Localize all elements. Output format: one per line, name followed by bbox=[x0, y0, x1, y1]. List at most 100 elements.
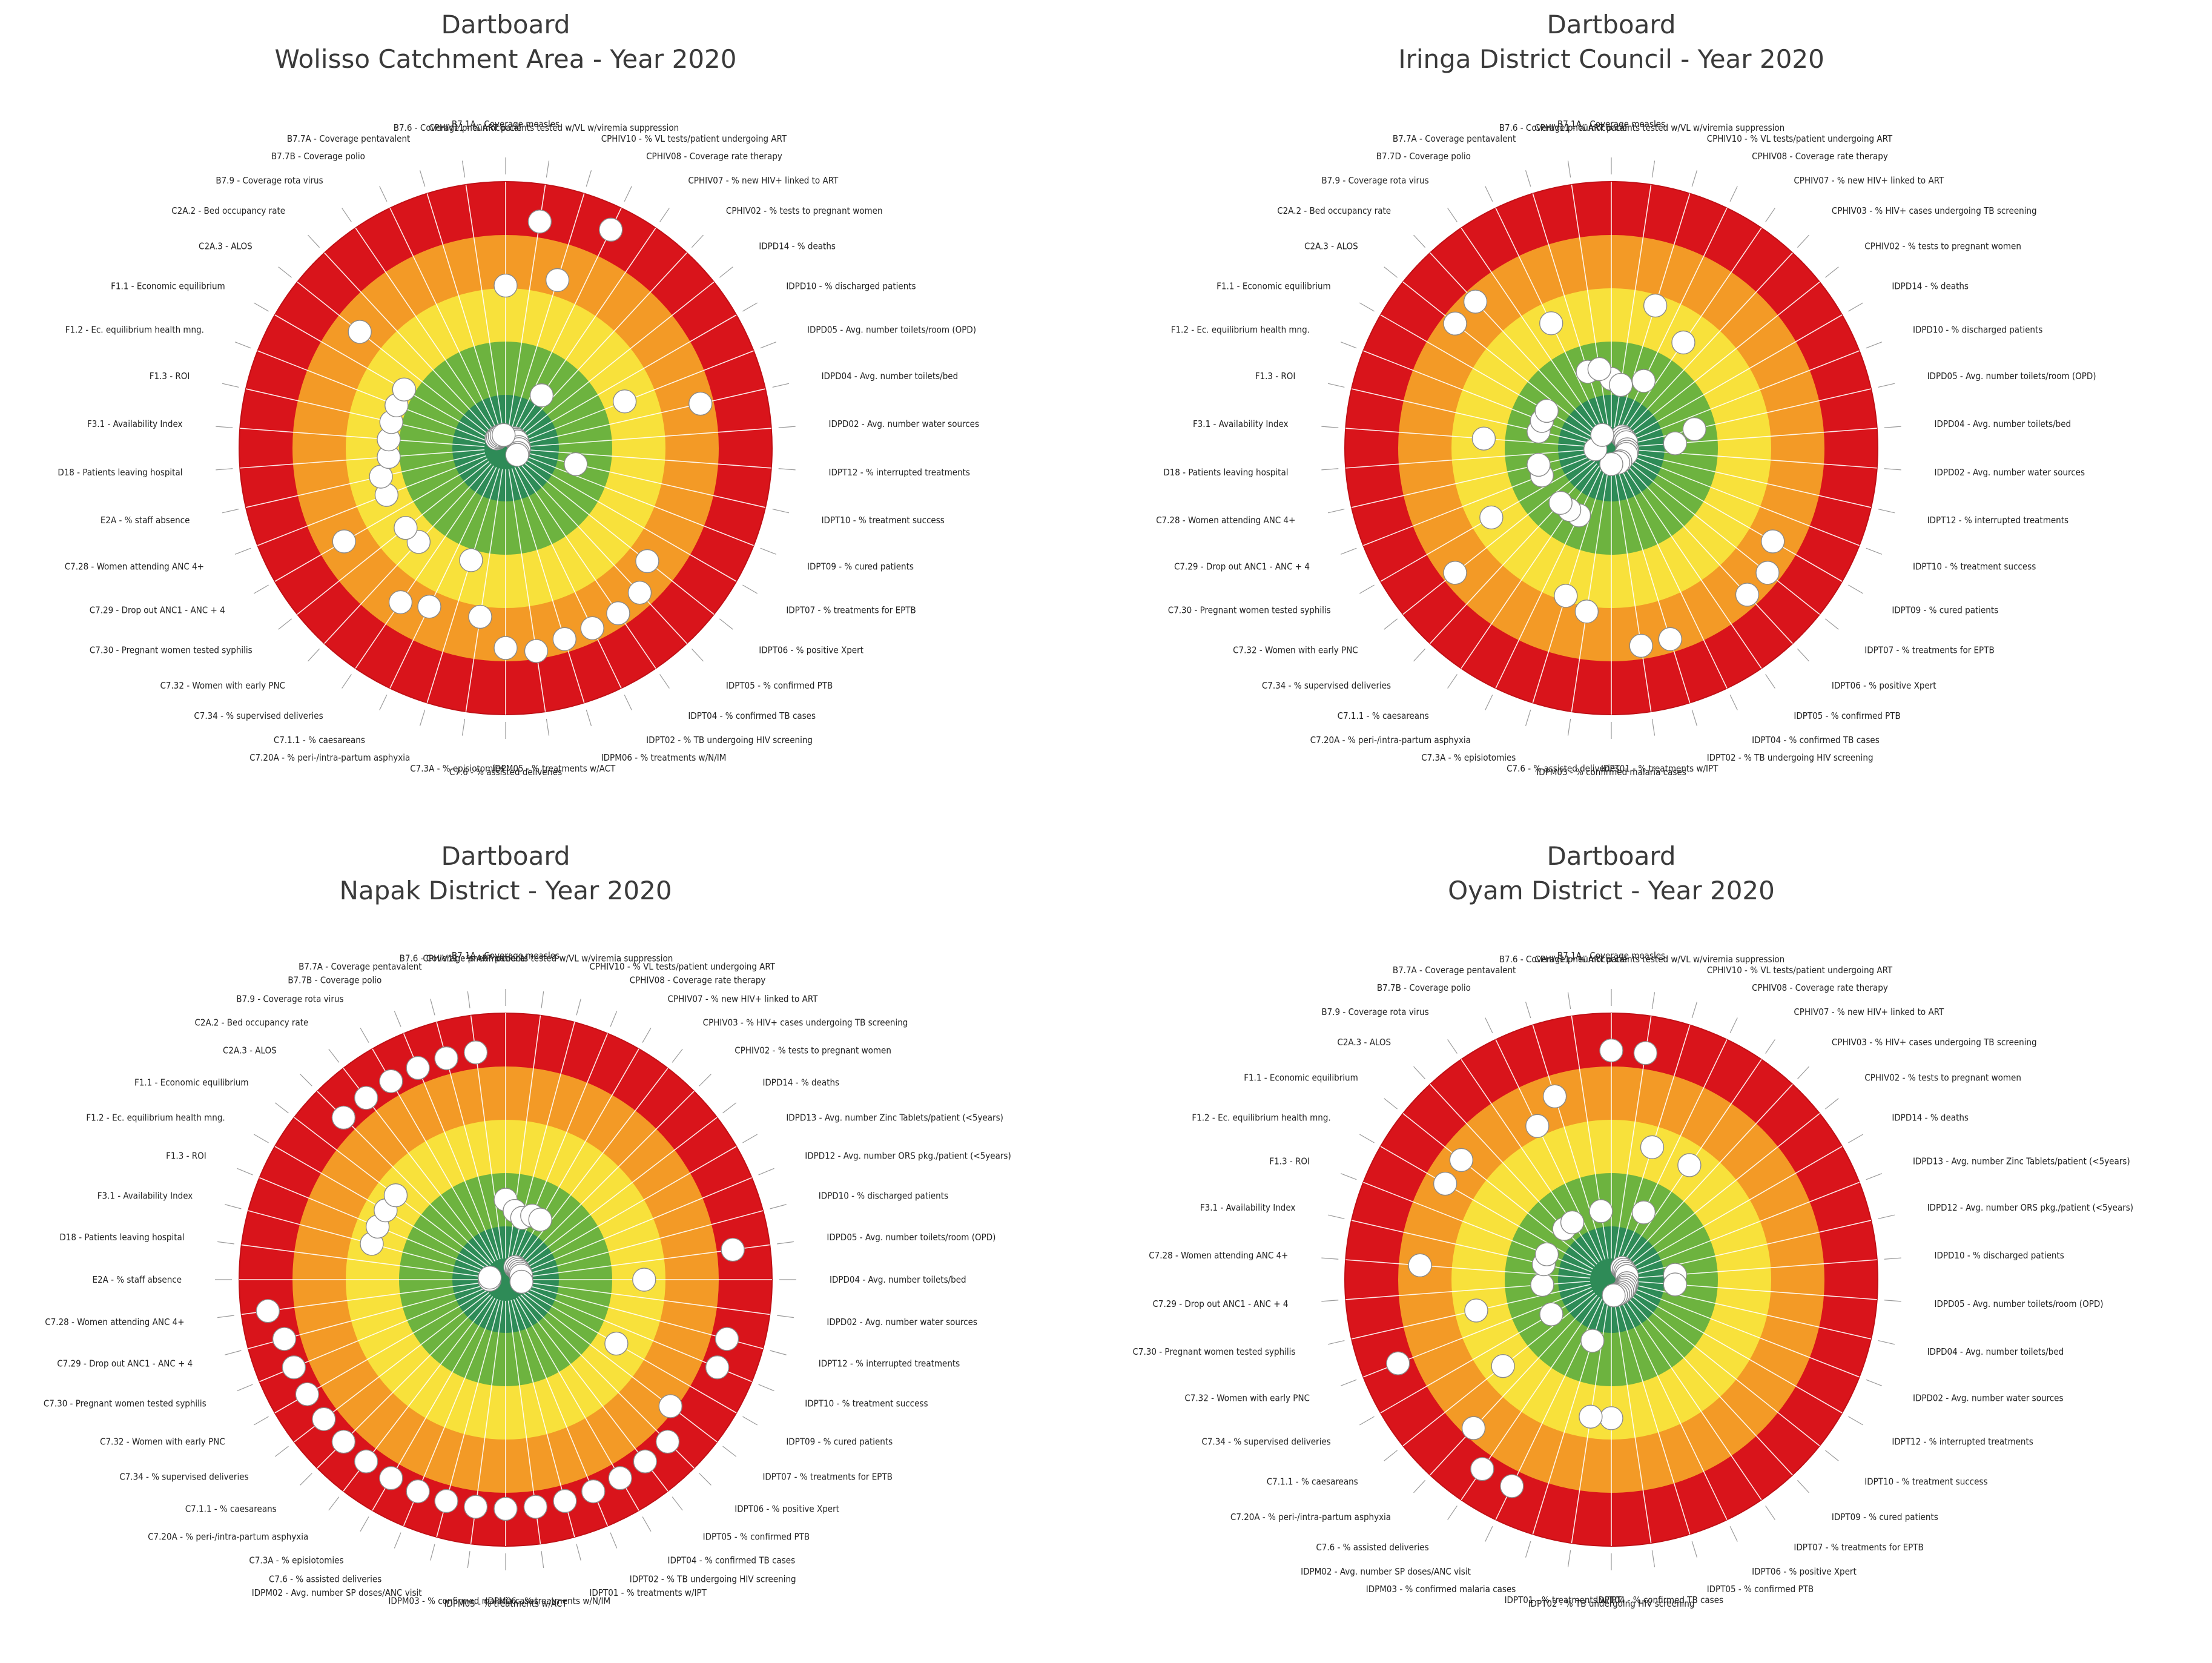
leader-line bbox=[1321, 468, 1339, 471]
indicator-marker bbox=[1470, 1456, 1494, 1481]
indicator-label: B7.6 - Coverage pneumococcal bbox=[1499, 954, 1627, 965]
indicator-label: CPHIV10 - % VL tests/patient undergoing … bbox=[1707, 133, 1893, 144]
chart-title: Dartboard bbox=[1547, 10, 1676, 39]
spoke-line bbox=[517, 465, 656, 669]
indicator-marker bbox=[272, 1327, 297, 1351]
spoke-line bbox=[245, 452, 486, 508]
ring-group bbox=[239, 181, 773, 715]
spoke-line bbox=[522, 1117, 718, 1268]
indicator-label: C7.6 - % assisted deliveries bbox=[1316, 1542, 1428, 1553]
indicator-marker bbox=[509, 1269, 533, 1294]
indicator-label: IDPT04 - % confirmed TB cases bbox=[1752, 735, 1880, 746]
indicator-label: IDPT02 - % TB undergoing HIV screening bbox=[1528, 1598, 1695, 1609]
spoke-line bbox=[1629, 1146, 1843, 1270]
leader-line bbox=[1825, 266, 1839, 278]
indicator-label: C7.29 - Drop out ANC1 - ANC + 4 bbox=[57, 1358, 193, 1369]
leader-line bbox=[624, 186, 632, 202]
indicator-label: IDPD02 - Avg. number water sources bbox=[827, 1317, 977, 1327]
spoke-line bbox=[297, 282, 490, 435]
indicator-label: F1.1 - Economic equilibrium bbox=[111, 281, 225, 292]
spoke-line bbox=[355, 228, 494, 431]
indicator-marker bbox=[434, 1489, 458, 1513]
leader-line bbox=[760, 547, 777, 555]
ring-5 bbox=[1558, 395, 1665, 501]
indicator-marker bbox=[494, 636, 518, 660]
indicator-label: IDPM06 - % treatments w/N/IM bbox=[485, 1595, 610, 1606]
leader-line bbox=[1797, 1480, 1809, 1493]
indicator-label: IDPM02 - Avg. number SP doses/ANC visit bbox=[252, 1587, 422, 1598]
leader-line bbox=[777, 1241, 794, 1245]
indicator-label: IDPD04 - Avg. number toilets/bed bbox=[1927, 1346, 2064, 1357]
indicator-label: C7.30 - Pregnant women tested syphilis bbox=[1168, 605, 1331, 616]
indicator-label: B7.6 - Coverage pneumococcal bbox=[394, 122, 521, 133]
indicator-label: B7.1A - Coverage measles bbox=[1557, 119, 1665, 130]
indicator-marker bbox=[1682, 417, 1706, 441]
indicator-marker bbox=[379, 1069, 403, 1093]
indicator-marker bbox=[332, 529, 356, 554]
indicator-label: IDPT09 - % cured patients bbox=[807, 561, 914, 572]
leader-line bbox=[1797, 234, 1809, 248]
indicator-label: CPHIV03 - % HIV+ cases undergoing TB scr… bbox=[1832, 1037, 2037, 1048]
indicator-label: B7.7A - Coverage pentavalent bbox=[1393, 133, 1516, 144]
leader-line bbox=[419, 170, 426, 187]
indicator-label: CPHIV10 - % VL tests/patient undergoing … bbox=[601, 133, 787, 144]
leader-line bbox=[1691, 709, 1698, 726]
indicator-marker bbox=[459, 548, 483, 572]
indicator-label: B7.9 - Coverage rota virus bbox=[236, 994, 343, 1005]
leader-line bbox=[360, 1516, 369, 1532]
indicator-label: F1.3 - ROI bbox=[1255, 371, 1296, 382]
indicator-label: IDPT07 - % treatments for EPTB bbox=[786, 605, 916, 616]
indicator-label: IDPT05 - % confirmed PTB bbox=[703, 1531, 810, 1542]
indicator-marker bbox=[564, 452, 588, 477]
leader-line bbox=[1447, 674, 1458, 689]
spoke-line bbox=[1631, 455, 1860, 546]
leader-line bbox=[1321, 1300, 1339, 1302]
indicator-label: C7.20A - % peri-/intra-partum asphyxia bbox=[148, 1531, 308, 1542]
indicator-label: F1.2 - Ec. equilibrium health mng. bbox=[1192, 1113, 1330, 1123]
leader-line bbox=[770, 1204, 787, 1209]
indicator-marker bbox=[1658, 627, 1682, 652]
indicator-marker bbox=[494, 273, 518, 298]
leader-line bbox=[1485, 1017, 1493, 1034]
indicator-label: CPHIV02 - % tests to pregnant women bbox=[726, 205, 883, 216]
indicator-marker bbox=[1574, 600, 1599, 624]
marker-group bbox=[256, 1040, 745, 1521]
spoke-line bbox=[526, 1281, 770, 1315]
indicator-label: IDPT06 - % positive Xpert bbox=[1752, 1566, 1857, 1577]
leader-line bbox=[1866, 547, 1883, 555]
indicator-marker bbox=[545, 268, 570, 293]
indicator-label: IDPT07 - % treatments for EPTB bbox=[1864, 645, 1994, 656]
spoke-line bbox=[1631, 1287, 1860, 1378]
spoke-line bbox=[526, 449, 771, 469]
leader-line bbox=[1729, 1526, 1738, 1542]
leader-line bbox=[1321, 1257, 1339, 1260]
leader-line bbox=[699, 1473, 711, 1486]
leader-line bbox=[642, 1516, 652, 1532]
indicator-label: B7.7D - Coverage polio bbox=[1376, 151, 1471, 162]
indicator-label: C7.28 - Women attending ANC 4+ bbox=[65, 561, 204, 572]
indicator-label: IDPD05 - Avg. number toilets/room (OPD) bbox=[1935, 1298, 2104, 1309]
indicator-label: C7.20A - % peri-/intra-partum asphyxia bbox=[249, 752, 410, 763]
leader-line bbox=[328, 1496, 340, 1511]
indicator-label: IDPM03 - % confirmed malaria cases bbox=[388, 1595, 538, 1606]
indicator-label: CPHIV11 - % ART patients tested w/VL w/v… bbox=[423, 953, 673, 964]
indicator-marker bbox=[331, 1105, 356, 1130]
spoke-line bbox=[1495, 1039, 1603, 1261]
indicator-label: CPHIV03 - % HIV+ cases undergoing TB scr… bbox=[703, 1017, 908, 1028]
indicator-marker bbox=[331, 1429, 356, 1454]
indicator-marker bbox=[1602, 1283, 1626, 1308]
leader-line bbox=[758, 1168, 774, 1175]
spoke-line bbox=[245, 388, 486, 444]
ring-group bbox=[1344, 181, 1878, 715]
chart-title: Dartboard bbox=[441, 10, 570, 39]
leader-line bbox=[342, 208, 352, 222]
leader-line bbox=[308, 648, 320, 662]
leader-line bbox=[1447, 208, 1458, 222]
indicator-label: IDPT01 - % treatments w/IPT bbox=[1505, 1595, 1622, 1605]
spoke-line bbox=[1627, 282, 1820, 435]
leader-line bbox=[217, 1241, 234, 1245]
leader-line bbox=[1525, 709, 1531, 726]
spoke-line bbox=[514, 467, 622, 689]
marker-group bbox=[1386, 1038, 1702, 1498]
indicator-label: CPHIV08 - Coverage rate therapy bbox=[630, 975, 766, 986]
